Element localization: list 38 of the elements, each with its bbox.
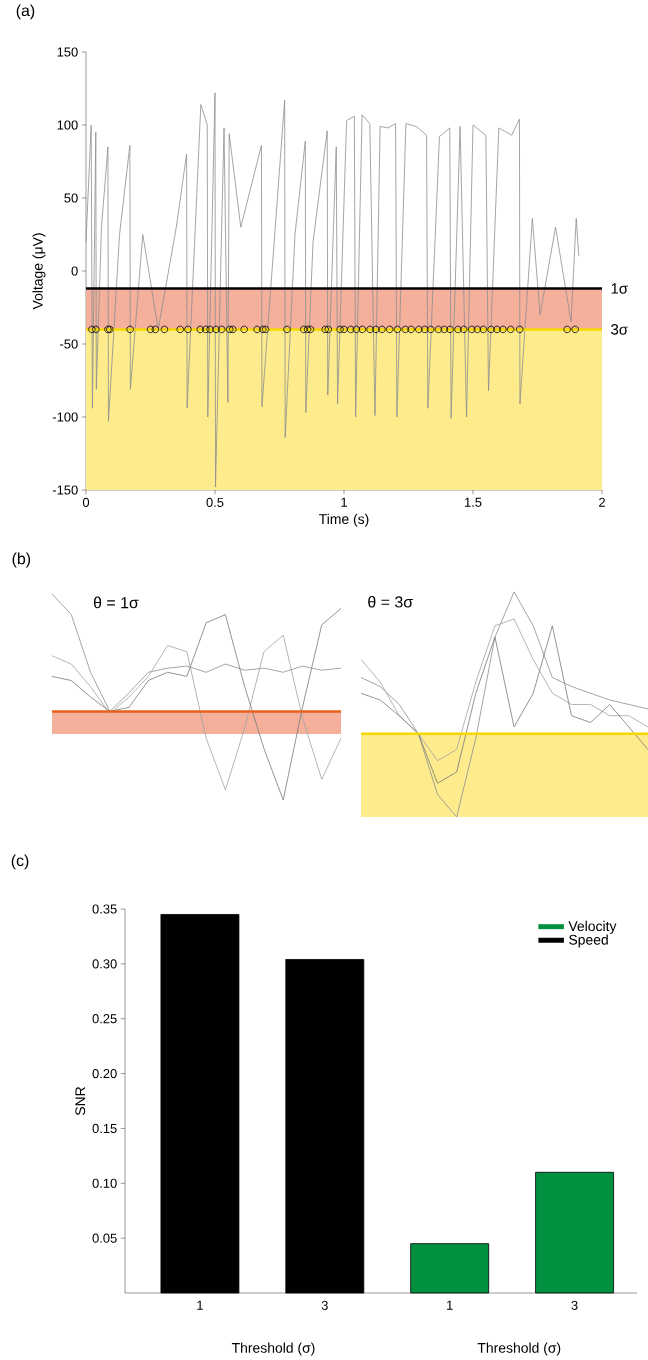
y-tick-label: 0 — [71, 266, 78, 276]
y-tick-label: 0.15 — [92, 1123, 117, 1134]
y-tick-label: 0.20 — [92, 1068, 117, 1079]
x-tick-label: 0 — [82, 497, 90, 507]
x-tick-label: 1 — [447, 1300, 453, 1310]
y-tick-label: 100 — [57, 120, 78, 130]
legend-label: Velocity — [568, 920, 617, 934]
x-tick-label: 3 — [321, 1300, 328, 1310]
line-series — [85, 92, 580, 488]
chart-title: θ = 3σ — [368, 595, 413, 608]
annotation: 3σ — [611, 324, 628, 335]
chart-title: θ = 1σ — [93, 596, 139, 609]
y-tick-label: -100 — [52, 412, 78, 422]
text: Threshold (σ) — [477, 1342, 561, 1356]
y-tick-label: 0.05 — [92, 1233, 117, 1243]
text: (b) — [12, 552, 31, 568]
x-tick-label: 0.5 — [206, 497, 224, 507]
x-tick-label: 2 — [599, 497, 605, 507]
y-axis-title: Voltage (μV) — [32, 233, 46, 310]
annotation: 1σ — [611, 283, 628, 294]
chart-title: (c) — [11, 854, 29, 870]
y-tick-label: 0.30 — [92, 959, 117, 969]
y-tick-label: 50 — [64, 193, 78, 203]
legend-label: Speed — [569, 934, 608, 948]
x-tick-label: 1 — [341, 497, 347, 507]
chart-title: (a) — [16, 4, 35, 20]
x-tick-label: 1 — [197, 1300, 203, 1310]
y-tick-label: -50 — [60, 339, 78, 349]
y-tick-label: -150 — [52, 485, 78, 495]
y-axis-title: SNR — [75, 1086, 86, 1116]
x-tick-label: 1.5 — [464, 497, 482, 507]
y-tick-label: 0.35 — [92, 904, 117, 914]
y-tick-label: 0.10 — [92, 1178, 117, 1188]
x-tick-label: 3 — [571, 1300, 578, 1310]
x-axis-title: Threshold (σ) — [231, 1342, 315, 1356]
y-tick-label: 0.25 — [92, 1014, 117, 1024]
y-tick-label: 150 — [57, 47, 78, 57]
x-axis-title: Time (s) — [319, 513, 369, 527]
